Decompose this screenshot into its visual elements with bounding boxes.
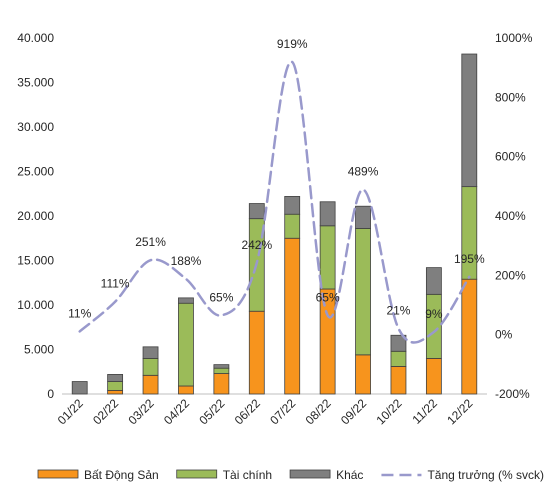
data-labels: 11% 111% 251% 188% 65% 242% 919% 65% 489% 21% 9% 19…	[68, 37, 485, 321]
x-tick-label: 05/22	[196, 396, 227, 427]
growth-data-label: 919%	[277, 37, 308, 51]
bar-segment	[284, 237, 301, 395]
growth-data-label: 242%	[241, 238, 272, 252]
bar-segment	[178, 302, 194, 387]
legend-label: Tăng trưởng (% svck)	[427, 468, 544, 482]
bar-segment	[248, 310, 265, 395]
y-right-tick-label: 1000%	[495, 31, 533, 45]
bar-segment	[178, 385, 194, 395]
legend: Bất Động Sản Tài chính Khác Tăng trưởng (% …	[37, 468, 544, 482]
bar-segment	[319, 225, 336, 290]
growth-data-label: 21%	[386, 303, 410, 317]
growth-data-label: 188%	[171, 254, 202, 268]
bar-segment	[142, 357, 159, 376]
bar-segment	[355, 354, 371, 395]
x-tick-label: 09/22	[338, 396, 369, 427]
legend-label: Bất Động Sản	[84, 468, 159, 482]
bar-segment	[319, 201, 336, 227]
growth-line-path	[78, 60, 471, 344]
bar-segment	[213, 373, 230, 395]
growth-data-label: 65%	[209, 290, 233, 304]
bar-segment	[390, 334, 407, 352]
bar-segment	[107, 390, 124, 395]
bar-segment	[425, 357, 442, 395]
legend-swatch	[37, 469, 79, 479]
bar-segment	[425, 267, 442, 295]
y-right-tick-label: 400%	[495, 209, 526, 223]
bar-segment	[142, 346, 159, 359]
y-left-tick-label: 30.000	[17, 120, 54, 134]
bar-segment	[213, 367, 230, 374]
legend-swatch	[289, 469, 331, 479]
x-tick-label: 04/22	[161, 396, 192, 427]
bar-segment	[461, 53, 478, 188]
y-right-tick-label: 0%	[495, 328, 513, 342]
bar-segment	[107, 374, 124, 382]
growth-data-label: 489%	[348, 165, 379, 179]
legend-label: Tài chính	[223, 468, 272, 482]
bar-segment	[425, 293, 442, 359]
bar-segment	[319, 288, 336, 395]
x-tick-label: 03/22	[126, 396, 157, 427]
x-tick-label: 12/22	[444, 396, 475, 427]
growth-data-label: 251%	[135, 235, 166, 249]
x-tick-label: 06/22	[232, 396, 263, 427]
x-tick-label: 01/22	[55, 396, 86, 427]
bar-segment	[178, 297, 194, 304]
bar-segment	[284, 196, 301, 215]
y-left-tick-label: 5.000	[24, 343, 54, 357]
y-left-tick-label: 35.000	[17, 76, 54, 90]
growth-line	[78, 60, 471, 344]
y-left-tick-label: 10.000	[17, 298, 54, 312]
x-tick-label: 02/22	[90, 396, 121, 427]
bar-segment	[390, 366, 407, 395]
x-tick-label: 10/22	[373, 396, 404, 427]
bar-segment	[284, 213, 301, 239]
y-right-tick-label: 200%	[495, 268, 526, 282]
bar-segment	[71, 381, 88, 395]
growth-data-label: 9%	[425, 307, 443, 321]
legend-swatch	[176, 469, 218, 479]
bar-segment	[107, 381, 124, 391]
y-right-tick-label: 800%	[495, 90, 526, 104]
axes: 0 5.000 10.000 15.000 20.000 25.000 30.000 35.0…	[17, 31, 532, 427]
y-left-tick-label: 40.000	[17, 31, 54, 45]
x-tick-label: 11/22	[409, 396, 440, 427]
bar-segment	[248, 203, 265, 220]
x-tick-label: 08/22	[303, 396, 334, 427]
growth-data-label: 65%	[316, 290, 340, 304]
x-tick-label: 07/22	[267, 396, 298, 427]
legend-label: Khác	[336, 468, 363, 482]
y-right-tick-label: 600%	[495, 150, 526, 164]
growth-data-label: 195%	[454, 252, 485, 266]
y-left-tick-label: 20.000	[17, 209, 54, 223]
bars	[71, 53, 478, 395]
y-left-tick-label: 0	[47, 387, 54, 401]
y-right-tick-label: -200%	[495, 387, 530, 401]
bar-segment	[461, 278, 478, 395]
growth-data-label: 111%	[101, 277, 130, 291]
bar-segment	[142, 374, 159, 395]
bar-segment	[355, 205, 371, 229]
bar-segment	[213, 364, 230, 369]
y-left-tick-label: 15.000	[17, 254, 54, 268]
bar-segment	[390, 350, 407, 367]
bar-segment	[355, 228, 371, 356]
growth-data-label: 11%	[68, 306, 91, 320]
y-left-tick-label: 25.000	[17, 165, 54, 179]
